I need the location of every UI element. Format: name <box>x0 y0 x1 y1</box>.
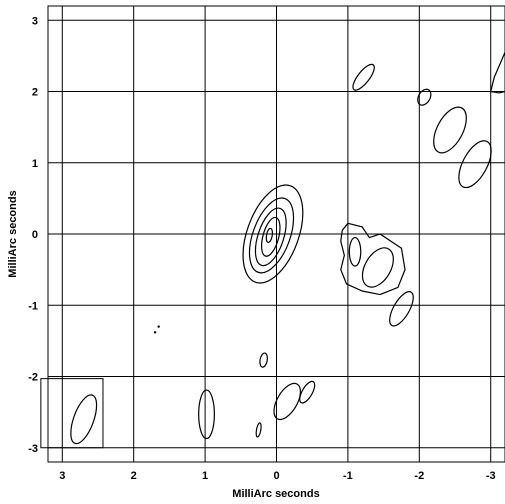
y-tick-label: 3 <box>32 15 38 27</box>
x-tick-labels: 3 2 1 0 -1 -2 -3 <box>59 470 495 482</box>
y-tick-label: 0 <box>32 229 38 241</box>
contour-3 <box>261 216 281 257</box>
contour-15 <box>299 380 316 404</box>
contour-7 <box>389 291 414 327</box>
y-axis-label: MilliArc seconds <box>7 190 19 277</box>
y-tick-label: 1 <box>32 158 38 170</box>
plot-frame <box>47 5 505 463</box>
y-tick-labels: 3 2 1 0 -1 -2 -3 <box>28 15 38 455</box>
beam-box <box>40 378 104 449</box>
contour-0 <box>242 184 304 284</box>
x-tick-label: 2 <box>131 470 137 482</box>
contour-4 <box>265 227 274 244</box>
contour-16 <box>255 422 262 438</box>
contour-11 <box>458 140 492 189</box>
x-tick-label: -2 <box>414 470 424 482</box>
contour-14 <box>273 382 302 421</box>
contour-13 <box>259 352 268 368</box>
y-tick-label: 2 <box>32 87 38 99</box>
x-tick-label: 0 <box>273 470 279 482</box>
x-tick-label: -1 <box>343 470 353 482</box>
contour-2 <box>254 207 287 267</box>
marker-0 <box>157 325 160 328</box>
contour-12 <box>198 389 215 440</box>
contour-1 <box>248 197 295 274</box>
contour-5 <box>348 236 362 267</box>
x-axis-label: MilliArc seconds <box>232 488 319 500</box>
grid <box>48 6 505 462</box>
y-tick-label: -3 <box>28 443 38 455</box>
y-tick-label: -2 <box>28 372 38 384</box>
contour-complex-1 <box>490 52 505 92</box>
contour-10 <box>433 106 467 154</box>
y-tick-label: -1 <box>28 300 38 312</box>
contour-6 <box>361 247 394 288</box>
beam <box>40 378 104 449</box>
x-tick-label: -3 <box>486 470 496 482</box>
contour-complex-0 <box>340 222 406 296</box>
x-tick-label: 3 <box>59 470 65 482</box>
contour-complex-2 <box>490 90 505 94</box>
contours <box>153 52 505 440</box>
contour-9 <box>417 88 432 106</box>
x-tick-label: 1 <box>202 470 208 482</box>
marker-1 <box>153 331 157 334</box>
beam-ellipse <box>70 394 98 445</box>
contour-8 <box>352 63 375 91</box>
